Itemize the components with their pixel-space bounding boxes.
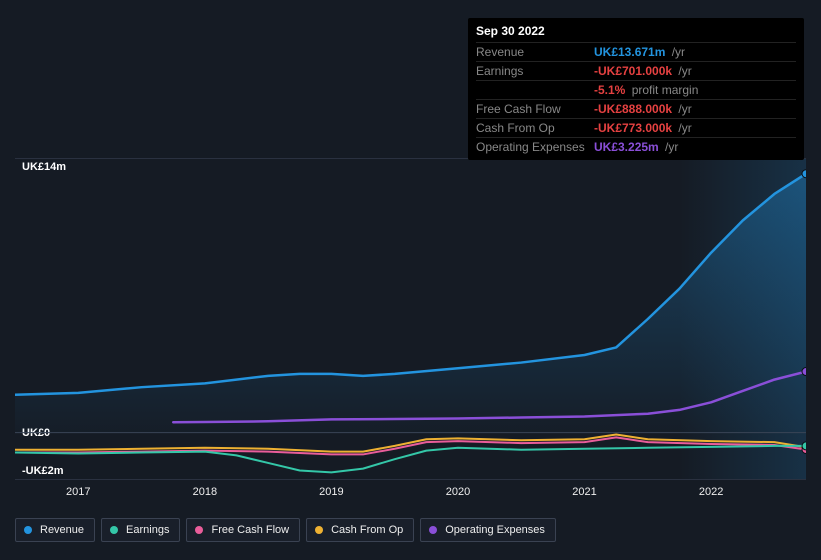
tooltip-row-label: Revenue xyxy=(476,45,594,59)
tooltip-row-label: Free Cash Flow xyxy=(476,102,594,116)
legend-item[interactable]: Earnings xyxy=(101,518,180,542)
x-axis-label: 2020 xyxy=(446,486,470,498)
tooltip-row-label: Cash From Op xyxy=(476,121,594,135)
x-axis-label: 2021 xyxy=(572,486,596,498)
series-endpoint xyxy=(802,368,806,376)
tooltip-row-value: -5.1% profit margin xyxy=(594,83,698,97)
tooltip-row-label: Earnings xyxy=(476,64,594,78)
legend-label: Revenue xyxy=(40,524,84,536)
tooltip-row-value: UK£13.671m /yr xyxy=(594,45,685,59)
tooltip-rows: RevenueUK£13.671m /yrEarnings-UK£701.000… xyxy=(476,42,796,156)
tooltip-row-value: UK£3.225m /yr xyxy=(594,140,678,154)
x-axis-label: 2017 xyxy=(66,486,90,498)
legend-item[interactable]: Free Cash Flow xyxy=(186,518,300,542)
legend-dot xyxy=(24,526,32,534)
legend-dot xyxy=(429,526,437,534)
legend-label: Cash From Op xyxy=(331,524,403,536)
tooltip-row-value: -UK£701.000k /yr xyxy=(594,64,692,78)
legend-item[interactable]: Cash From Op xyxy=(306,518,414,542)
x-axis-labels: 2017 2018 2019 2020 2021 2022 xyxy=(15,486,806,502)
tooltip-panel: Sep 30 2022 RevenueUK£13.671m /yrEarning… xyxy=(468,18,804,160)
tooltip-title: Sep 30 2022 xyxy=(476,24,796,42)
legend-label: Earnings xyxy=(126,524,169,536)
legend: Revenue Earnings Free Cash Flow Cash From O… xyxy=(15,518,556,542)
line-chart-svg xyxy=(15,158,806,480)
x-axis-label: 2022 xyxy=(699,486,723,498)
legend-label: Operating Expenses xyxy=(445,524,545,536)
x-axis-label: 2018 xyxy=(193,486,217,498)
tooltip-row: Operating ExpensesUK£3.225m /yr xyxy=(476,137,796,156)
legend-item[interactable]: Revenue xyxy=(15,518,95,542)
tooltip-row: Cash From Op-UK£773.000k /yr xyxy=(476,118,796,137)
legend-dot xyxy=(110,526,118,534)
tooltip-row-label: Operating Expenses xyxy=(476,140,594,154)
tooltip-row: RevenueUK£13.671m /yr xyxy=(476,42,796,61)
tooltip-row-value: -UK£773.000k /yr xyxy=(594,121,692,135)
tooltip-row: -5.1% profit margin xyxy=(476,80,796,99)
tooltip-row-value: -UK£888.000k /yr xyxy=(594,102,692,116)
legend-dot xyxy=(315,526,323,534)
chart-area[interactable] xyxy=(15,158,806,480)
x-axis-label: 2019 xyxy=(319,486,343,498)
legend-item[interactable]: Operating Expenses xyxy=(420,518,556,542)
legend-label: Free Cash Flow xyxy=(211,524,289,536)
tooltip-row: Free Cash Flow-UK£888.000k /yr xyxy=(476,99,796,118)
series-endpoint xyxy=(802,170,806,178)
legend-dot xyxy=(195,526,203,534)
tooltip-row: Earnings-UK£701.000k /yr xyxy=(476,61,796,80)
tooltip-row-label xyxy=(476,83,594,97)
series-endpoint xyxy=(802,442,806,450)
